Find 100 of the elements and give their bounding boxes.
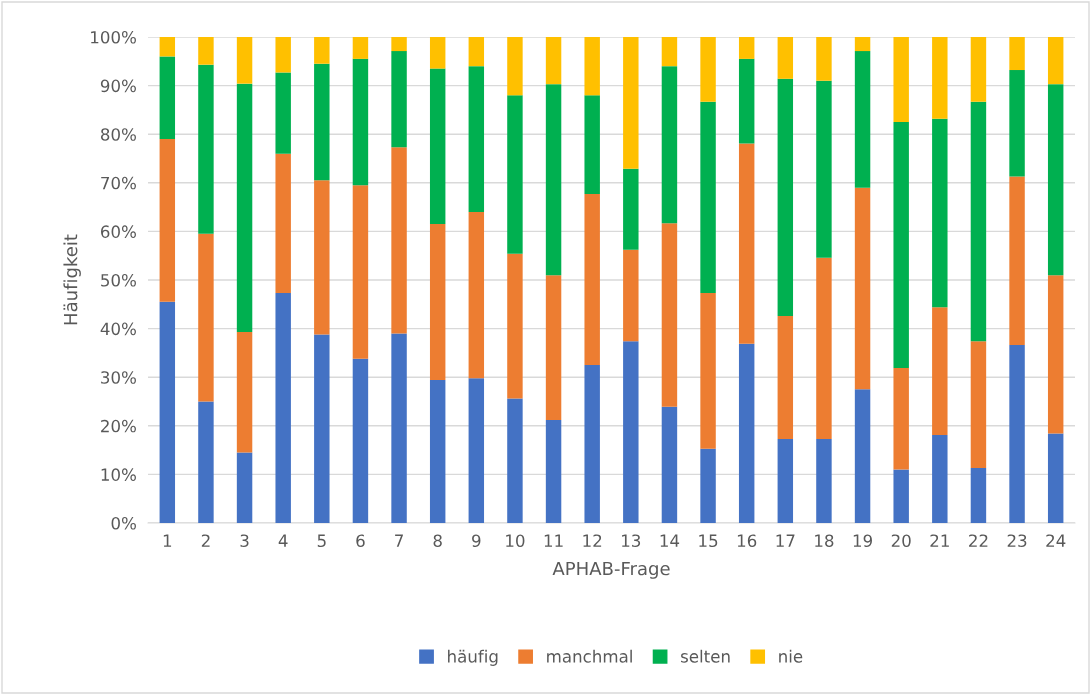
y-tick-label: 10% bbox=[101, 468, 136, 481]
x-tick-label: 21 bbox=[930, 534, 949, 547]
x-tick-label: 4 bbox=[278, 534, 288, 547]
bar bbox=[893, 469, 909, 523]
bar bbox=[584, 37, 600, 96]
bar bbox=[661, 37, 678, 67]
bar bbox=[314, 37, 330, 64]
bar bbox=[352, 37, 369, 59]
bar bbox=[391, 37, 407, 52]
bar bbox=[932, 307, 948, 436]
bar bbox=[275, 153, 291, 294]
bar bbox=[198, 233, 214, 402]
x-tick-label: 9 bbox=[472, 534, 481, 548]
y-tick-label: 20% bbox=[101, 419, 136, 433]
bar bbox=[932, 118, 948, 308]
y-tick-label: 70% bbox=[101, 176, 136, 190]
bar bbox=[507, 398, 523, 523]
bar bbox=[738, 37, 755, 59]
bar bbox=[816, 257, 832, 439]
bar bbox=[1009, 176, 1025, 346]
x-tick-label: 24 bbox=[1046, 534, 1066, 547]
x-tick-label: 15 bbox=[699, 534, 718, 548]
bar bbox=[816, 37, 832, 81]
y-axis-title: Häufigkeit bbox=[63, 234, 81, 325]
bar bbox=[893, 122, 909, 368]
bar bbox=[623, 341, 639, 523]
bar bbox=[777, 37, 794, 79]
bar bbox=[661, 66, 678, 224]
x-tick-label: 10 bbox=[506, 534, 525, 548]
x-tick-label: 18 bbox=[815, 534, 834, 548]
bar bbox=[970, 101, 987, 342]
bar bbox=[198, 401, 214, 523]
bar bbox=[1047, 433, 1064, 523]
bar bbox=[352, 185, 369, 359]
bar bbox=[854, 187, 871, 390]
legend-label: manchmal bbox=[547, 649, 632, 663]
bar bbox=[1009, 70, 1025, 177]
x-tick-label: 17 bbox=[776, 534, 795, 547]
bar bbox=[932, 37, 948, 119]
bar bbox=[159, 56, 176, 140]
bar bbox=[970, 341, 987, 469]
bar bbox=[1009, 37, 1025, 71]
bar bbox=[738, 143, 755, 344]
bar bbox=[545, 275, 562, 420]
bar bbox=[854, 389, 871, 523]
bar bbox=[1047, 37, 1064, 85]
bar bbox=[429, 68, 446, 225]
x-tick-label: 8 bbox=[433, 534, 442, 548]
x-tick-label: 13 bbox=[622, 534, 641, 548]
bar bbox=[314, 180, 330, 335]
bar bbox=[584, 95, 600, 194]
y-tick-label: 30% bbox=[101, 371, 136, 384]
bar bbox=[468, 66, 485, 212]
bar bbox=[468, 211, 485, 379]
bar bbox=[623, 168, 639, 250]
bar bbox=[429, 37, 446, 69]
bar bbox=[854, 51, 871, 188]
x-tick-label: 2 bbox=[201, 534, 210, 547]
bar bbox=[545, 419, 562, 523]
x-tick-label: 11 bbox=[544, 534, 563, 547]
x-tick-label: 22 bbox=[969, 534, 988, 547]
bar bbox=[468, 378, 485, 523]
x-tick-label: 3 bbox=[240, 534, 249, 548]
bar bbox=[236, 452, 253, 523]
bar bbox=[275, 37, 291, 73]
y-tick-label: 100% bbox=[91, 30, 136, 44]
bar bbox=[545, 84, 562, 276]
x-tick-label: 14 bbox=[660, 534, 680, 547]
bar bbox=[352, 358, 369, 523]
legend-label: häufig bbox=[448, 649, 498, 666]
x-tick-label: 20 bbox=[891, 534, 911, 548]
x-tick-label: 23 bbox=[1007, 534, 1027, 548]
bar bbox=[391, 51, 407, 148]
bar bbox=[545, 37, 562, 85]
x-tick-label: 6 bbox=[356, 534, 365, 548]
bar bbox=[429, 380, 446, 523]
bar bbox=[623, 37, 639, 169]
bar bbox=[777, 438, 794, 523]
bar bbox=[159, 139, 176, 302]
bar bbox=[198, 37, 214, 65]
bar bbox=[314, 63, 330, 181]
x-tick-label: 16 bbox=[737, 534, 757, 548]
y-tick-label: 0% bbox=[111, 516, 136, 530]
bar bbox=[507, 253, 523, 399]
bar bbox=[391, 147, 407, 334]
y-tick-label: 80% bbox=[100, 128, 136, 141]
bar bbox=[777, 315, 794, 439]
x-tick-label: 5 bbox=[317, 534, 326, 548]
x-tick-label: 12 bbox=[583, 534, 602, 547]
bar bbox=[970, 468, 987, 523]
bar bbox=[700, 37, 716, 102]
y-tick-label: 50% bbox=[101, 273, 136, 287]
bar bbox=[352, 58, 369, 186]
bar bbox=[1047, 275, 1064, 434]
bar bbox=[198, 64, 214, 234]
y-tick-label: 40% bbox=[100, 322, 136, 336]
bar bbox=[584, 193, 600, 366]
bar bbox=[893, 37, 909, 123]
bar bbox=[738, 58, 755, 144]
bar bbox=[1009, 345, 1025, 523]
